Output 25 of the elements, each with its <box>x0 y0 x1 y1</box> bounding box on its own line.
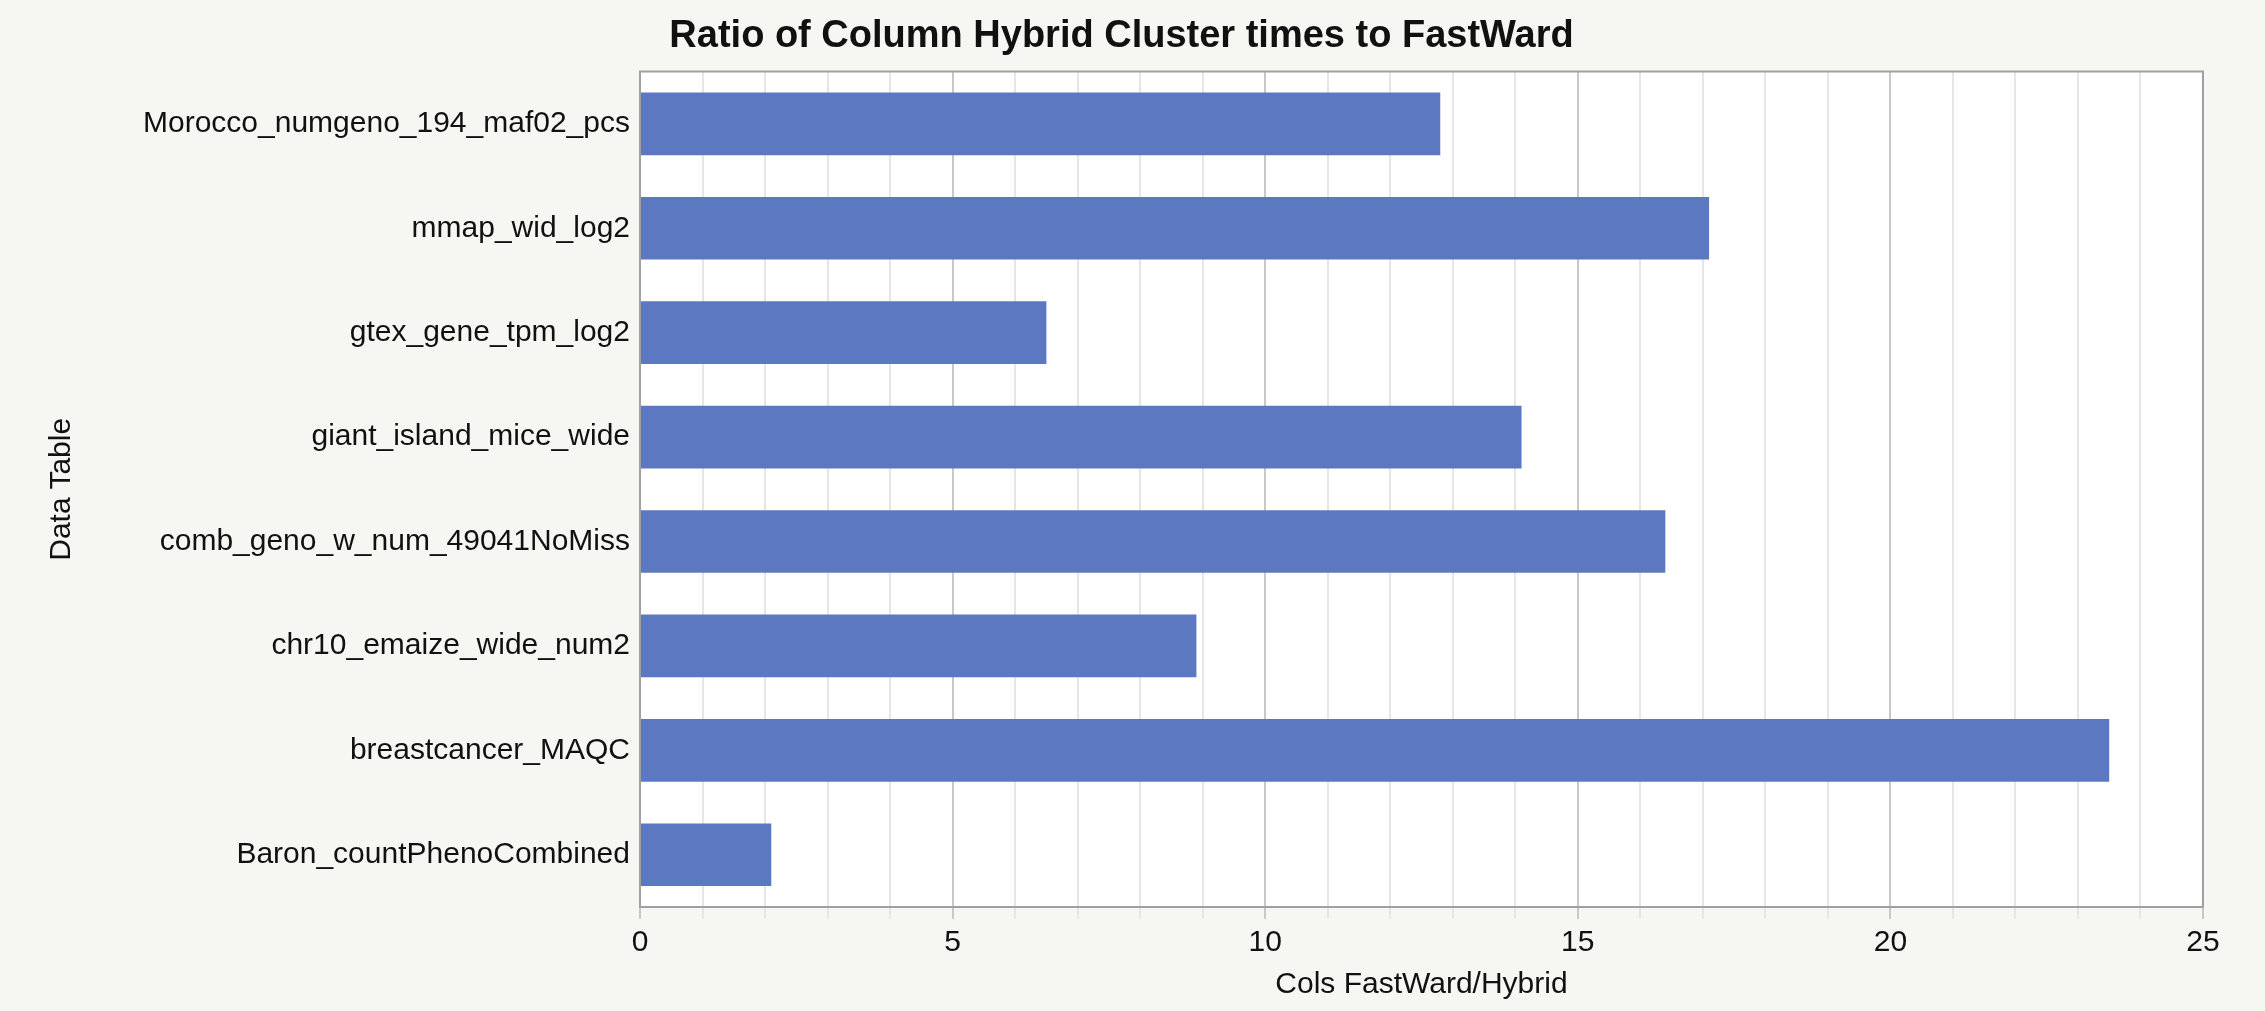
y-tick-label: giant_island_mice_wide <box>311 418 630 452</box>
x-tick-label: 25 <box>2186 924 2220 958</box>
x-tick-label: 15 <box>1561 924 1595 958</box>
bar <box>641 92 1441 156</box>
y-tick-label: Morocco_numgeno_194_maf02_pcs <box>143 105 630 139</box>
y-axis-title: Data Table <box>43 417 77 561</box>
y-tick-label: comb_geno_w_num_49041NoMiss <box>159 522 630 556</box>
x-tick-label: 5 <box>944 924 961 958</box>
chart-title: Ratio of Column Hybrid Cluster times to FastWard <box>669 13 1574 56</box>
y-tick-label: breastcancer_MAQC <box>349 731 630 765</box>
bar <box>641 719 2110 782</box>
y-tick-label: gtex_gene_tpm_log2 <box>349 313 630 347</box>
x-tick-label: 20 <box>1873 924 1908 958</box>
x-axis-title: Cols FastWard/Hybrid <box>1275 966 1568 1000</box>
y-tick-label: chr10_emaize_wide_num2 <box>271 627 630 661</box>
y-tick-label: Baron_countPhenoCombined <box>236 836 630 870</box>
bar <box>641 510 1666 573</box>
bar <box>641 823 772 887</box>
y-tick-label: mmap_wid_log2 <box>411 209 630 243</box>
bar <box>641 196 1710 260</box>
bar <box>641 614 1197 678</box>
x-tick-label: 10 <box>1248 924 1282 958</box>
x-tick-label: 0 <box>631 924 649 958</box>
bar <box>641 405 1522 469</box>
bar <box>641 301 1047 364</box>
